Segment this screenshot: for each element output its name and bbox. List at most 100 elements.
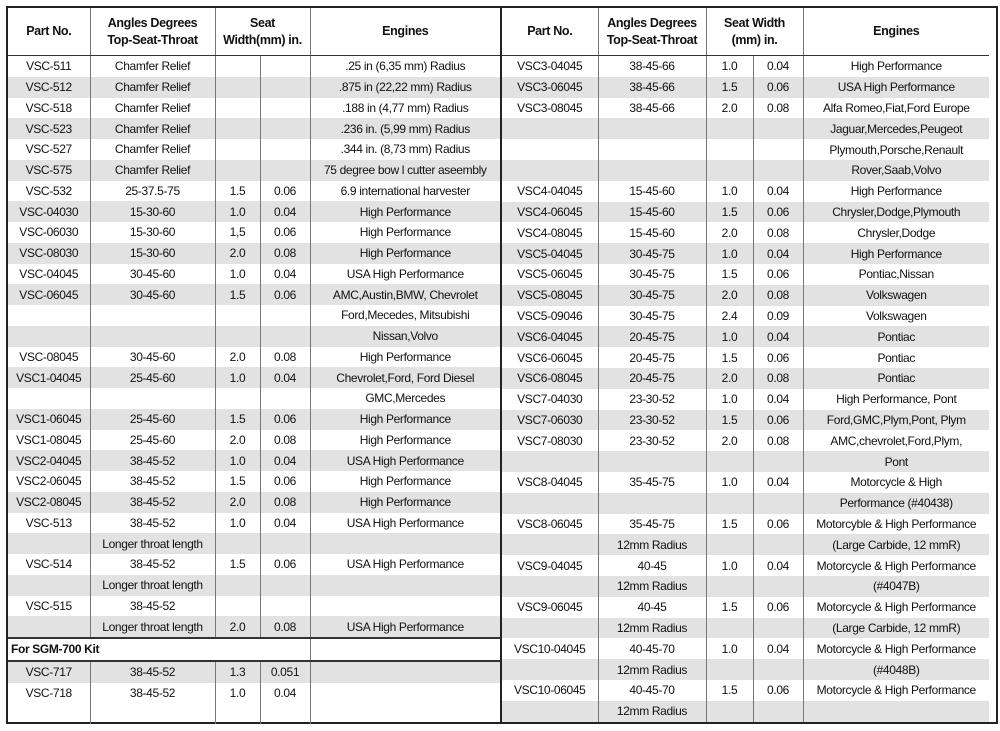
seat-mm [705, 451, 753, 472]
angles: Longer throat length [89, 616, 215, 638]
angles: 20-45-75 [597, 367, 706, 389]
table-frame: Part No. Angles Degrees Top-Seat-Throat Sea… [6, 6, 998, 724]
seat-in: 0.04 [752, 55, 803, 77]
angles: 40-45-70 [597, 679, 706, 701]
angles [597, 139, 706, 160]
angles: 12mm Radius [597, 617, 706, 639]
engines [309, 660, 500, 683]
angles: 38-45-52 [89, 682, 215, 724]
part-no [501, 451, 598, 472]
angles: 30-45-75 [597, 263, 706, 285]
header-line: Top-Seat-Throat [606, 32, 698, 47]
seat-mm: 2.0 [705, 222, 753, 244]
angles: 12mm Radius [597, 534, 706, 556]
row: VSC4-08045 15-45-60 2.0 0.08 Chrysler,Dodge [501, 222, 989, 244]
engines [309, 637, 500, 662]
engines: High Performance [309, 408, 500, 430]
seat-mm [214, 574, 260, 596]
engines: Motorcycle & High Performance [802, 679, 989, 701]
engines: (#4048B) [802, 659, 989, 680]
seat-in: 0.04 [752, 326, 803, 348]
seat-mm: 1.0 [214, 201, 260, 222]
seat-in: 0.08 [752, 367, 803, 389]
seat-mm: 2.0 [214, 346, 260, 368]
row: 12mm Radius (Large Carbide, 12 mmR) [501, 617, 989, 639]
part-no: VSC7-06030 [501, 409, 598, 431]
seat-in: 0.08 [752, 222, 803, 244]
part-no [501, 617, 598, 639]
seat-mm [214, 139, 260, 160]
seat-mm [705, 617, 753, 639]
header-engines: Engines [309, 8, 500, 56]
row: VSC-575 Chamfer Relief 75 degree bow l cut… [8, 159, 500, 181]
part-no: VSC-532 [25, 183, 73, 198]
engines: USA High Performance [309, 450, 500, 471]
engines: .344 in. (8,73 mm) Radius [309, 139, 500, 160]
row: VSC6-06045 20-45-75 1.5 0.06 Pontiac [501, 347, 989, 368]
engines: .188 in (4,77 mm) Radius [309, 97, 500, 119]
row: Longer throat length 2.0 0.08 USA High Perf… [8, 616, 500, 638]
seat-mm [705, 492, 753, 514]
engines: Volkswagen [802, 305, 989, 327]
row: VSC3-08045 38-45-66 2.0 0.08 Alfa Romeo,Fiat… [501, 97, 989, 119]
seat-in: 0.04 [259, 450, 310, 471]
row: Jaguar,Mercedes,Peugeot [501, 118, 989, 140]
seat-mm [705, 700, 753, 722]
part-no: VSC7-04030 [517, 392, 583, 407]
seat-in: 0.08 [752, 284, 803, 306]
angles: 38-45-52 [89, 554, 215, 575]
header-angles: Angles Degrees Top-Seat-Throat [597, 8, 706, 56]
row: VSC10-06045 40-45-70 1.5 0.06 Motorcycle & H… [501, 679, 989, 701]
row: Longer throat length [8, 574, 500, 596]
row: Performance (#40438) [501, 492, 989, 514]
angles: 38-45-52 [89, 595, 215, 617]
row: VSC3-04045 38-45-66 1.0 0.04 High Performanc… [501, 55, 989, 77]
angles: 12mm Radius [597, 659, 706, 680]
seat-mm: 1.0 [705, 555, 753, 576]
row: VSC-08045 30-45-60 2.0 0.08 High Performance [8, 346, 500, 368]
seat-mm: 1.5 [705, 513, 753, 535]
part-no: VSC2-08045 [8, 491, 90, 513]
engines: Pontiac,Nissan [802, 263, 989, 285]
seat-in [752, 118, 803, 140]
seat-mm: 1.0 [705, 326, 753, 348]
seat-mm [214, 595, 260, 617]
angles: 38-45-52 [89, 450, 215, 471]
part-no: VSC8-04045 [517, 475, 583, 490]
row: VSC5-09046 30-45-75 2.4 0.09 Volkswagen [501, 305, 989, 327]
seat-in [259, 97, 310, 119]
part-no [501, 118, 598, 140]
part-no: VSC10-06045 [513, 683, 586, 698]
seat-mm [214, 55, 260, 77]
seat-in [752, 575, 803, 597]
row: VSC-06045 30-45-60 1.5 0.06 AMC,Austin,BMW, … [8, 284, 500, 305]
seat-in: 0.06 [752, 201, 803, 223]
angles: 38-45-52 [89, 471, 215, 492]
engines: Pontiac [802, 326, 989, 348]
row: VSC-514 38-45-52 1.5 0.06 USA High Performan… [8, 554, 500, 575]
row: VSC-523 Chamfer Relief .236 in. (5,99 mm) … [8, 118, 500, 139]
angles: 12mm Radius [597, 575, 706, 597]
seat-in [259, 325, 310, 347]
engines: High Performance [309, 429, 500, 451]
seat-mm: 1.0 [214, 682, 260, 724]
row: VSC5-08045 30-45-75 2.0 0.08 Volkswagen [501, 284, 989, 306]
seat-in [259, 305, 310, 326]
seat-in: 0.06 [752, 679, 803, 701]
engines [802, 700, 989, 722]
part-no: VSC-518 [25, 100, 73, 115]
part-no: VSC-08030 [8, 242, 90, 264]
row: VSC2-04045 38-45-52 1.0 0.04 USA High Perfor… [8, 450, 500, 471]
table-header: Part No. Angles Degrees Top-Seat-Throat Sea… [501, 8, 989, 56]
seat-mm: 2.0 [705, 367, 753, 389]
engines: High Performance [309, 201, 500, 222]
seat-in: 0.04 [752, 180, 803, 202]
angles: 40-45-70 [597, 638, 706, 660]
row: VSC-06030 15-30-60 1,5 0.06 High Performance [8, 222, 500, 243]
part-no [501, 534, 598, 556]
row: VSC7-06030 23-30-52 1.5 0.06 Ford,GMC,Plym,P… [501, 409, 989, 431]
angles: 23-30-52 [597, 388, 706, 410]
seat-mm: 1.5 [705, 596, 753, 618]
engines: Alfa Romeo,Fiat,Ford Europe [802, 97, 989, 119]
header-angles: Angles Degrees Top-Seat-Throat [89, 8, 215, 56]
